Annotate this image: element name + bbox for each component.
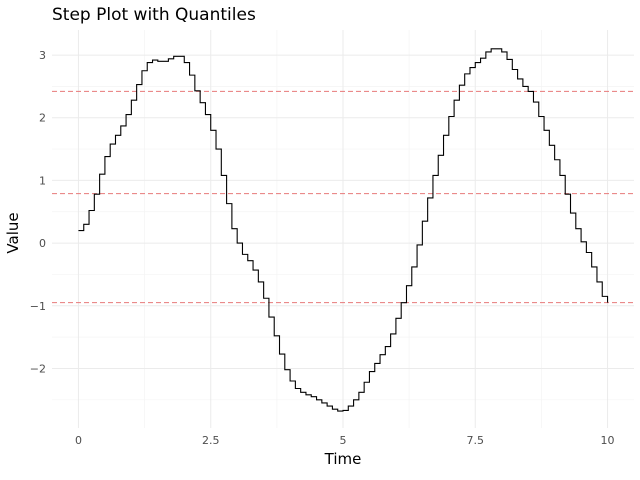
y-axis-label: Value [4, 212, 22, 253]
y-tick-label: 1 [39, 174, 46, 187]
y-tick-label: 0 [39, 237, 46, 250]
x-tick-label: 10 [601, 434, 615, 447]
x-tick-label: 0 [75, 434, 82, 447]
x-tick-label: 2.5 [202, 434, 220, 447]
x-tick-label: 7.5 [467, 434, 485, 447]
x-axis-tick-labels: 0 2.5 5 7.5 10 [75, 434, 615, 447]
x-tick-label: 5 [340, 434, 347, 447]
y-axis-tick-labels: −2 −1 0 1 2 3 [30, 49, 46, 375]
chart-title: Step Plot with Quantiles [52, 5, 256, 25]
y-tick-label: −1 [30, 300, 46, 313]
x-axis-label: Time [324, 450, 362, 468]
quantile-lines [52, 90, 634, 304]
major-gridlines [52, 30, 634, 428]
step-series-line [78, 48, 609, 412]
y-tick-label: 2 [39, 112, 46, 125]
y-tick-label: −2 [30, 362, 46, 375]
y-tick-label: 3 [39, 49, 46, 62]
